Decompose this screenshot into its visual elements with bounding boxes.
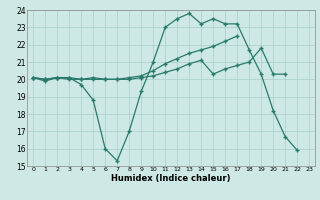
X-axis label: Humidex (Indice chaleur): Humidex (Indice chaleur) xyxy=(111,174,231,183)
